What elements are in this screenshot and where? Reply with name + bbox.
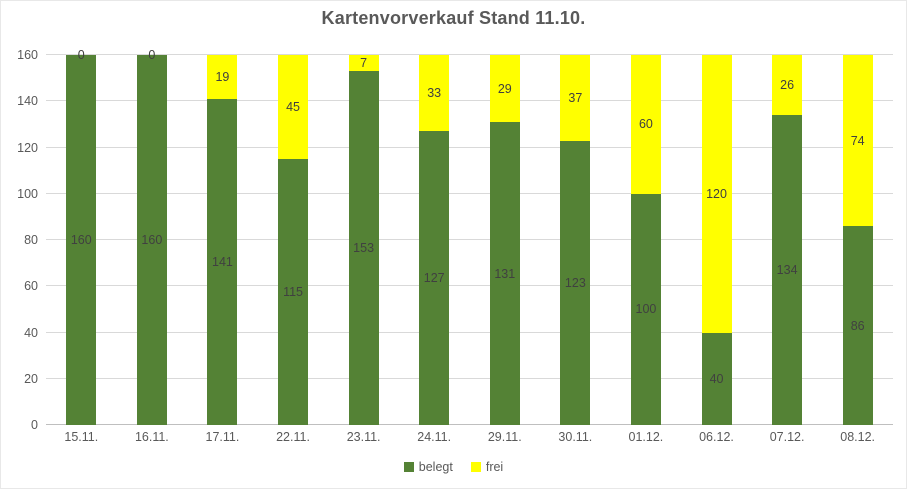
bar-column-16.11.: 160 0: [117, 48, 188, 425]
x-tick-label-08.12.: 08.12.: [840, 430, 876, 444]
stacked-bar-17.11.: 141 19: [207, 55, 238, 425]
x-tick-label-07.12.: 07.12.: [769, 430, 805, 444]
stacked-bar-24.11.: 127 33: [419, 55, 450, 425]
y-tick-label-80: 80: [24, 233, 38, 247]
y-tick-label-100: 100: [17, 186, 38, 201]
bar-segment-frei[interactable]: [560, 55, 591, 141]
y-tick-label-140: 140: [17, 94, 38, 109]
chart-title: Kartenvorverkauf Stand 11.10.: [321, 8, 586, 28]
legend: belegt frei: [1, 460, 906, 474]
bar-segment-belegt[interactable]: [701, 332, 732, 425]
bar-column-06.12.: 40 120: [681, 55, 752, 425]
x-tick-label-23.11.: 23.11.: [346, 430, 381, 444]
bar-segment-belegt[interactable]: [630, 193, 661, 425]
bar-segment-belegt[interactable]: [419, 131, 450, 425]
bar-column-01.12.: 100 60: [611, 55, 682, 425]
bar-column-23.11.: 153 7: [328, 55, 399, 425]
frei-swatch-icon: [470, 462, 481, 472]
legend-label-belegt: belegt: [418, 460, 453, 474]
stacked-bar-07.12.: 134 26: [772, 55, 803, 425]
stacked-bar-08.12.: 86 74: [842, 55, 873, 425]
bar-segment-belegt[interactable]: [842, 226, 873, 425]
legend-label-frei: frei: [485, 460, 504, 474]
stacked-bar-30.11.: 123 37: [560, 55, 591, 425]
stacked-bar-23.11.: 153 7: [348, 55, 379, 425]
x-tick-label-24.11.: 24.11.: [417, 430, 452, 444]
gridline-20: [46, 377, 893, 379]
gridline-60: [46, 285, 893, 287]
bar-segment-belegt[interactable]: [348, 71, 379, 425]
x-tick-label-30.11.: 30.11.: [558, 430, 593, 444]
bar-segment-belegt[interactable]: [66, 55, 97, 425]
stacked-bar-22.11.: 115 45: [278, 55, 309, 425]
y-tick-label-20: 20: [24, 371, 38, 386]
bar-segment-frei[interactable]: [772, 55, 803, 116]
gridline-100: [46, 192, 893, 194]
bar-segment-frei[interactable]: [419, 55, 450, 132]
gridline-140: [46, 100, 893, 102]
bar-column-15.11.: 160 0: [46, 48, 117, 425]
x-tick-label-29.11.: 29.11.: [487, 430, 522, 444]
gridline-160: [46, 54, 893, 55]
x-axis: 15.11. 16.11. 17.11. 22.11. 23.11. 24.11. 29.1…: [46, 430, 893, 448]
gridline-0: [46, 424, 893, 425]
bar-segment-belegt[interactable]: [278, 159, 309, 425]
bar-column-30.11.: 123 37: [540, 55, 611, 425]
x-tick-label-01.12.: 01.12.: [628, 430, 664, 444]
x-tick-label-06.12.: 06.12.: [699, 430, 734, 444]
gridline-40: [46, 331, 893, 333]
y-axis: 0 20 40 60 80 100 120 140 160: [1, 48, 38, 432]
bar-segment-belegt[interactable]: [207, 98, 238, 425]
y-tick-label-60: 60: [24, 279, 38, 294]
bar-column-22.11.: 115 45: [258, 55, 329, 425]
bar-segment-frei[interactable]: [207, 55, 238, 99]
legend-item-frei[interactable]: frei: [470, 460, 504, 474]
y-tick-label-160: 160: [17, 48, 38, 62]
bar-segment-frei[interactable]: [630, 55, 661, 194]
bar-column-24.11.: 127 33: [399, 55, 470, 425]
gridline-80: [46, 239, 893, 240]
bar-segment-belegt[interactable]: [489, 122, 520, 425]
y-tick-label-0: 0: [31, 418, 38, 432]
gridline-120: [46, 146, 893, 148]
bar-segment-frei[interactable]: [842, 55, 873, 227]
x-tick-label-22.11.: 22.11.: [276, 430, 310, 444]
x-tick-label-17.11.: 17.11.: [205, 430, 240, 444]
stacked-bar-29.11.: 131 29: [489, 55, 520, 425]
x-tick-label-15.11.: 15.11.: [64, 430, 99, 444]
bar-segment-frei[interactable]: [489, 55, 520, 123]
stacked-bar-15.11.: 160 0: [66, 48, 97, 425]
bar-column-29.11.: 131 29: [470, 55, 541, 425]
bar-segment-belegt[interactable]: [560, 140, 591, 425]
stacked-bar-01.12.: 100 60: [630, 55, 661, 425]
x-tick-label-16.11.: 16.11.: [134, 430, 169, 444]
bar-column-07.12.: 134 26: [752, 55, 823, 425]
stacked-bar-06.12.: 40 120: [701, 55, 732, 425]
bar-segment-belegt[interactable]: [136, 55, 167, 425]
bar-segment-frei[interactable]: [278, 55, 309, 160]
legend-item-belegt[interactable]: belegt: [403, 460, 453, 474]
bar-segment-frei[interactable]: [348, 55, 379, 72]
plot-area: 160 0 160 0 141 19 115 45 153 7 127 33 131 29 123 37 100…: [46, 48, 893, 425]
y-tick-label-40: 40: [24, 325, 38, 340]
bar-column-08.12.: 86 74: [822, 55, 893, 425]
stacked-bar-16.11.: 160 0: [136, 48, 167, 425]
bar-segment-belegt[interactable]: [772, 115, 803, 425]
bar-segment-frei[interactable]: [701, 55, 732, 333]
y-tick-label-120: 120: [17, 140, 38, 155]
bar-column-17.11.: 141 19: [187, 55, 258, 425]
belegt-swatch-icon: [403, 462, 414, 472]
